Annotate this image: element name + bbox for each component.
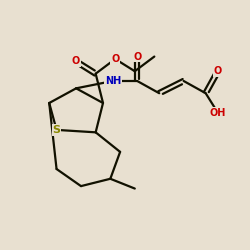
Text: O: O	[111, 54, 119, 64]
Text: O: O	[111, 54, 119, 64]
Text: S: S	[52, 125, 60, 135]
Text: O: O	[214, 66, 222, 76]
Text: O: O	[133, 52, 141, 62]
Text: NH: NH	[105, 76, 121, 86]
Text: NH: NH	[105, 76, 121, 86]
Text: O: O	[214, 66, 222, 76]
Text: OH: OH	[210, 108, 226, 118]
Text: O: O	[72, 56, 80, 66]
Text: O: O	[133, 52, 141, 62]
Text: O: O	[72, 56, 80, 66]
Text: OH: OH	[210, 108, 226, 118]
Text: S: S	[52, 125, 60, 135]
